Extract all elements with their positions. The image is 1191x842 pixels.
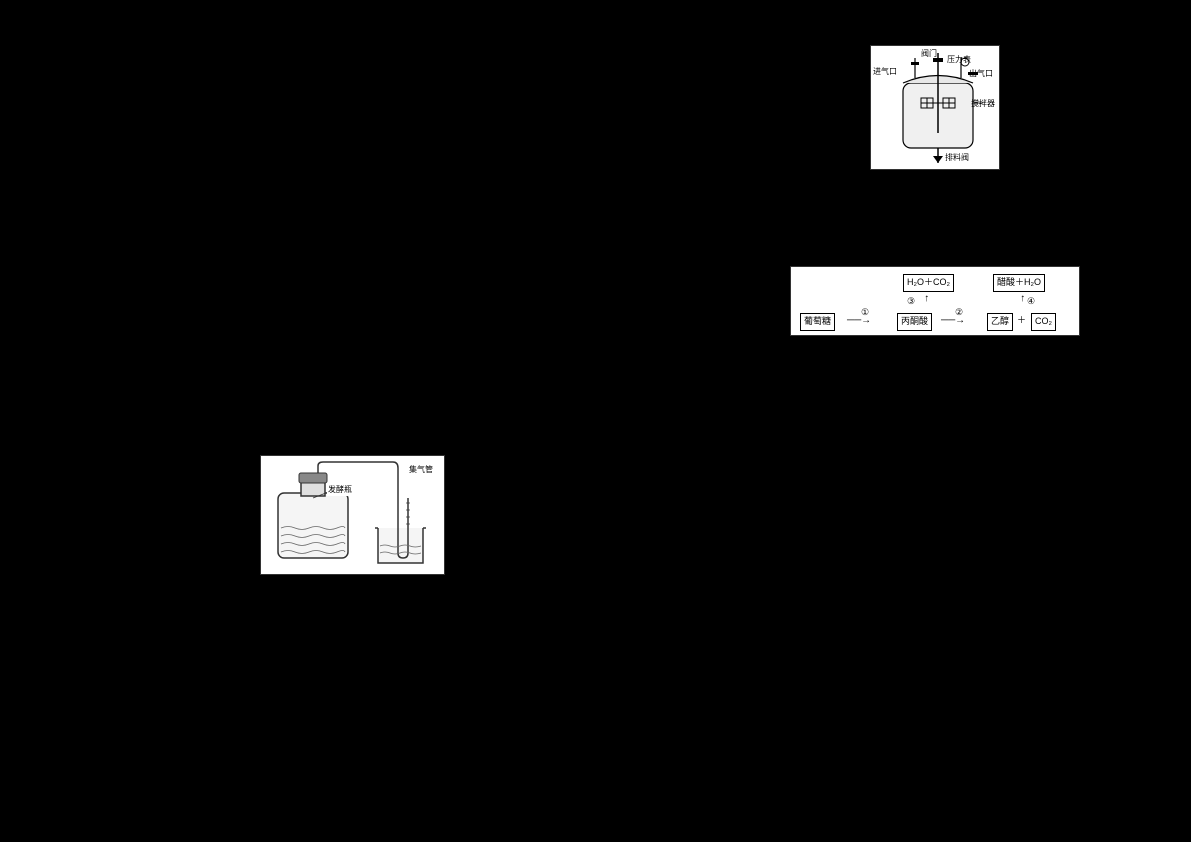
box-co2: CO₂ [1031,313,1056,331]
bioreactor-figure: 阀门 压力表 进气口 出气口 搅拌器 排料阀 [870,45,1000,170]
box-glucose: 葡萄糖 [800,313,835,331]
flow-diagram-figure: H₂O＋CO₂ 醋酸＋H₂O 葡萄糖 丙酮酸 乙醇 ＋ CO₂ ──→ ──→ … [790,266,1080,336]
step-3: ③ [907,295,915,309]
label-stirrer: 搅拌器 [971,98,995,110]
step-4: ④ [1027,295,1035,309]
box-ethanol: 乙醇 [987,313,1013,331]
product-acetic: 醋酸＋H₂O [993,274,1045,292]
plus-sign: ＋ [1017,314,1026,328]
label-air-in: 进气口 [873,66,897,78]
label-jar: 发酵瓶 [327,484,353,496]
label-air-out: 出气口 [969,68,993,80]
box-pyruvate: 丙酮酸 [897,313,932,331]
label-feed-valve: 排料阀 [945,152,969,164]
arrow-3: → [919,294,934,304]
product-h2o-co2: H₂O＋CO₂ [903,274,954,292]
label-pressure: 压力表 [947,54,971,66]
step-2: ② [955,306,963,320]
label-valve: 阀门 [921,48,937,60]
step-1: ① [861,306,869,320]
label-tube: 集气管 [409,464,433,476]
fermentation-figure: 发酵瓶 集气管 [260,455,445,575]
